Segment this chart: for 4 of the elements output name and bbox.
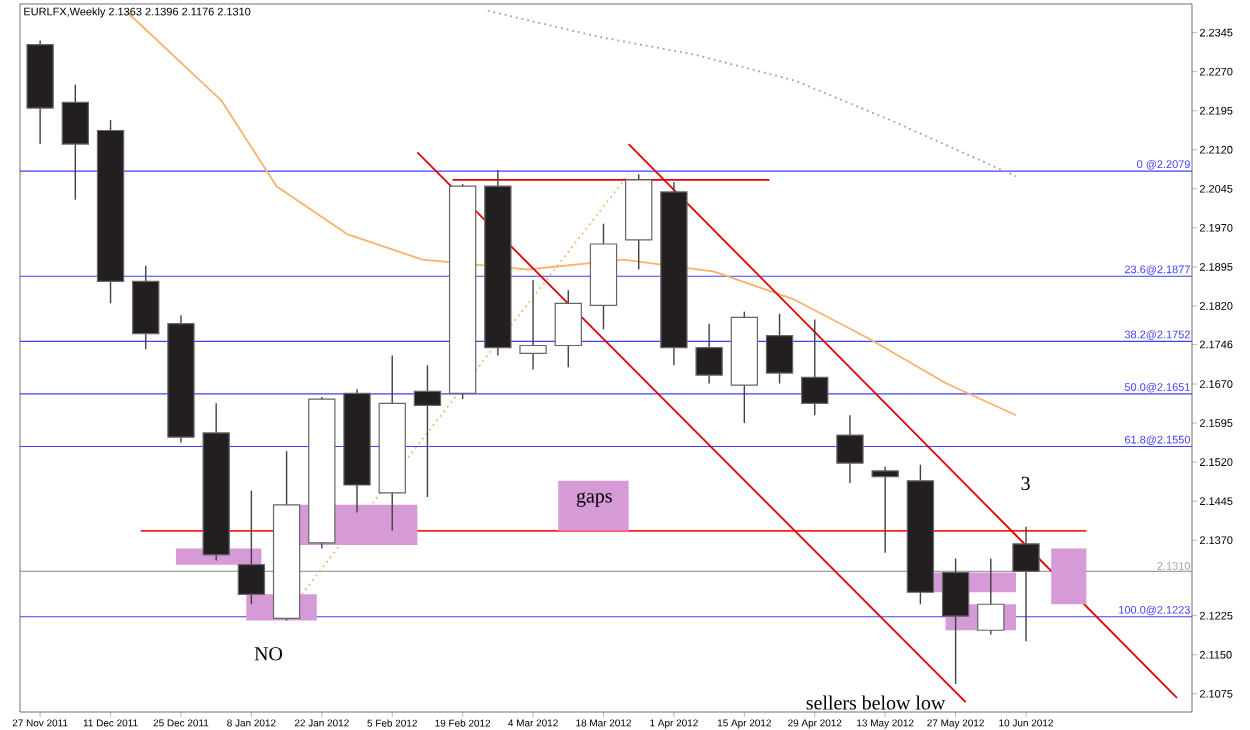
annotation: 3 [1021, 476, 1030, 491]
annotation: sellers below low [806, 695, 946, 710]
annotation: NO [254, 647, 283, 661]
annotation: gaps [576, 492, 612, 507]
